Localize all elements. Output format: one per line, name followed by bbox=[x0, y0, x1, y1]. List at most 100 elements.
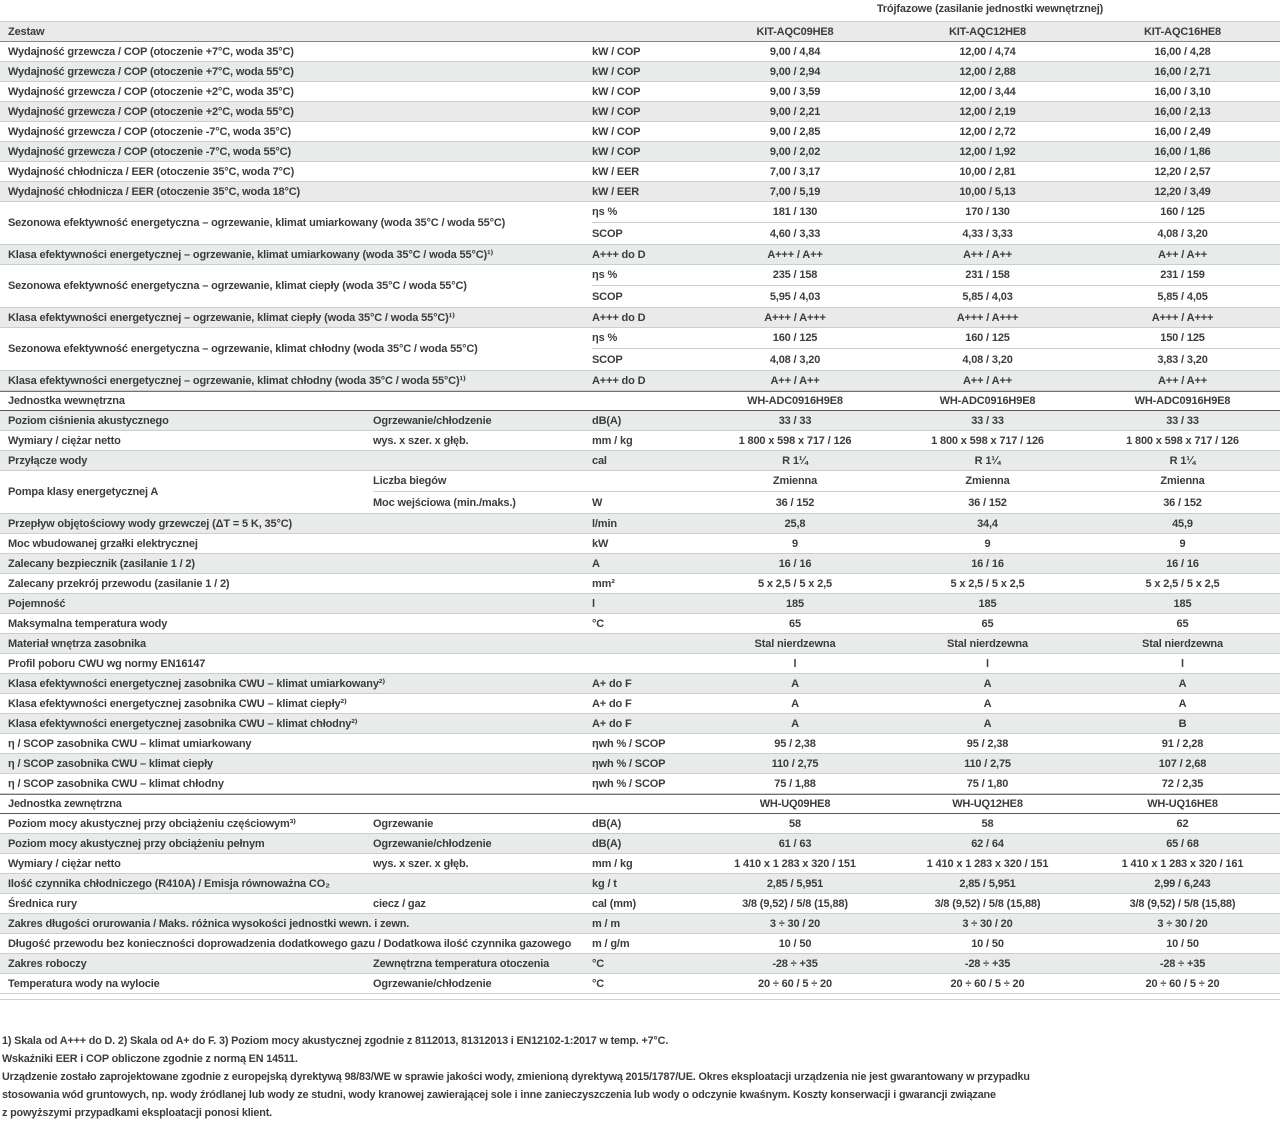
row-sublabel bbox=[373, 654, 592, 673]
spec-row: Poziom ciśnienia akustycznego Ogrzewanie/… bbox=[0, 411, 1280, 431]
row-label: Klasa efektywności energetycznej – ogrze… bbox=[8, 375, 466, 387]
row-sublabel bbox=[373, 874, 592, 893]
subrow-value: Zmienna bbox=[1160, 475, 1205, 487]
row-value: 3 ÷ 30 / 20 bbox=[769, 917, 821, 930]
row-unit: dB(A) bbox=[592, 817, 622, 830]
spec-group-row: Sezonowa efektywność energetyczna – ogrz… bbox=[0, 202, 1280, 245]
row-label: Klasa efektywności energetycznej – ogrze… bbox=[8, 312, 455, 324]
group-subrows: ηs % 235 / 158 231 / 158 231 / 159 SCOP 5,95 … bbox=[592, 265, 1280, 307]
subrow-value: 4,08 / 3,20 bbox=[1157, 227, 1208, 240]
section-row: Jednostka wewnętrzna WH-ADC0916H9E8 WH-ADC… bbox=[0, 391, 1280, 411]
row-value: A++ / A++ bbox=[963, 374, 1012, 387]
row-value: 2,85 / 5,951 bbox=[959, 877, 1016, 890]
row-value: 5 x 2,5 / 5 x 2,5 bbox=[950, 577, 1025, 590]
row-unit: °C bbox=[592, 977, 605, 990]
row-label: Ilość czynnika chłodniczego (R410A) / Em… bbox=[8, 877, 330, 890]
subrow-sublabel: Liczba biegów bbox=[373, 475, 447, 487]
row-value: A bbox=[791, 677, 799, 690]
spec-row: Wydajność chłodnicza / EER (otoczenie 35… bbox=[0, 182, 1280, 202]
spec-row: Zakres długości orurowania / Maks. różni… bbox=[0, 914, 1280, 934]
row-sublabel bbox=[373, 734, 592, 753]
row-value: A++ / A++ bbox=[1158, 374, 1207, 387]
row-value: 95 / 2,38 bbox=[966, 737, 1009, 750]
row-value: A bbox=[791, 717, 799, 730]
row-value: 1 410 x 1 283 x 320 / 151 bbox=[926, 857, 1049, 870]
row-unit: kW / COP bbox=[592, 125, 641, 138]
row-sublabel bbox=[373, 534, 592, 553]
footnote-line: z powyższymi przypadkami eksploatacji po… bbox=[2, 1107, 272, 1119]
row-value: l bbox=[1181, 657, 1184, 670]
row-value: 12,20 / 3,49 bbox=[1154, 185, 1211, 198]
subrow-value: 36 / 152 bbox=[968, 496, 1007, 509]
subrow-unit: SCOP bbox=[592, 290, 623, 303]
row-unit: mm² bbox=[592, 577, 615, 590]
row-value: 25,8 bbox=[784, 517, 806, 530]
row-unit: A+ do F bbox=[592, 697, 632, 710]
row-value: 1 800 x 598 x 717 / 126 bbox=[1126, 434, 1239, 447]
row-value: 185 bbox=[978, 597, 997, 610]
row-unit: A+++ do D bbox=[592, 311, 646, 324]
row-value: 12,20 / 2,57 bbox=[1154, 165, 1211, 178]
row-value: 3/8 (9,52) / 5/8 (15,88) bbox=[742, 897, 848, 910]
row-label: Wydajność chłodnicza / EER (otoczenie 35… bbox=[8, 165, 295, 178]
spec-row: Klasa efektywności energetycznej zasobni… bbox=[0, 674, 1280, 694]
row-sublabel bbox=[373, 594, 592, 613]
group-label: Pompa klasy energetycznej A bbox=[8, 486, 159, 498]
footnote-line: Urządzenie zostało zaprojektowane zgodni… bbox=[2, 1071, 1030, 1083]
row-unit: kg / t bbox=[592, 877, 617, 890]
section-value: WH-UQ09HE8 bbox=[759, 798, 831, 810]
row-value: -28 ÷ +35 bbox=[1159, 957, 1206, 970]
row-label: Pojemność bbox=[8, 597, 66, 610]
row-value: 110 / 2,75 bbox=[771, 757, 819, 770]
row-sublabel: wys. x szer. x głęb. bbox=[373, 434, 469, 447]
group-label: Sezonowa efektywność energetyczna – ogrz… bbox=[8, 217, 506, 229]
group-label: Sezonowa efektywność energetyczna – ogrz… bbox=[8, 280, 467, 292]
row-value: 65 / 68 bbox=[1166, 837, 1199, 850]
table-body: Wydajność grzewcza / COP (otoczenie +7°C… bbox=[0, 42, 1280, 994]
subrow-value: 5,95 / 4,03 bbox=[769, 290, 821, 303]
header-model-3: KIT-AQC16HE8 bbox=[1143, 25, 1222, 38]
row-value: A bbox=[791, 697, 799, 710]
spec-row: Klasa efektywności energetycznej zasobni… bbox=[0, 714, 1280, 734]
spec-row: Wydajność grzewcza / COP (otoczenie +7°C… bbox=[0, 42, 1280, 62]
subrow-unit bbox=[592, 471, 700, 491]
spec-row: Zalecany bezpiecznik (zasilanie 1 / 2) A 1… bbox=[0, 554, 1280, 574]
table-end-line bbox=[0, 994, 1280, 1000]
row-unit: A+ do F bbox=[592, 677, 632, 690]
row-sublabel bbox=[373, 308, 592, 327]
spec-row: Zakres roboczy Zewnętrzna temperatura oto… bbox=[0, 954, 1280, 974]
group-label: Sezonowa efektywność energetyczna – ogrz… bbox=[8, 343, 478, 355]
row-value: 3/8 (9,52) / 5/8 (15,88) bbox=[1129, 897, 1236, 910]
row-unit: dB(A) bbox=[592, 837, 622, 850]
row-value: 9,00 / 3,59 bbox=[769, 85, 821, 98]
row-sublabel bbox=[373, 634, 592, 653]
spec-group-row: Pompa klasy energetycznej A Liczba biegów… bbox=[0, 471, 1280, 514]
row-label: Zalecany bezpiecznik (zasilanie 1 / 2) bbox=[8, 557, 195, 570]
row-unit bbox=[592, 654, 700, 673]
row-label: Zakres roboczy bbox=[8, 957, 87, 970]
row-value: l bbox=[986, 657, 989, 670]
row-value: 16,00 / 2,49 bbox=[1154, 125, 1211, 138]
group-subrow: SCOP 4,60 / 3,33 4,33 / 3,33 4,08 / 3,20 bbox=[592, 223, 1280, 244]
spec-row: η / SCOP zasobnika CWU – klimat umiarkow… bbox=[0, 734, 1280, 754]
row-value: A+++ / A++ bbox=[767, 248, 823, 261]
row-value: 20 ÷ 60 / 5 ÷ 20 bbox=[758, 977, 832, 990]
row-value: R 1¼ bbox=[782, 454, 808, 467]
subrow-value: 4,08 / 3,20 bbox=[769, 353, 821, 366]
row-sublabel bbox=[373, 514, 592, 533]
row-sublabel: Ogrzewanie/chłodzenie bbox=[373, 414, 492, 427]
group-subrow: Liczba biegów Zmienna Zmienna Zmienna bbox=[373, 471, 1280, 492]
row-sublabel bbox=[373, 934, 592, 953]
row-value: 95 / 2,38 bbox=[774, 737, 816, 750]
section-value: WH-ADC0916H9E8 bbox=[1134, 395, 1231, 407]
row-sublabel: Ogrzewanie/chłodzenie bbox=[373, 977, 492, 990]
row-label: Poziom mocy akustycznej przy obciążeniu … bbox=[8, 818, 296, 830]
spec-row: Wydajność grzewcza / COP (otoczenie -7°C… bbox=[0, 142, 1280, 162]
row-unit bbox=[592, 634, 700, 653]
row-value: A bbox=[983, 717, 992, 730]
row-value: 16,00 / 2,71 bbox=[1154, 65, 1211, 78]
row-unit: ηwh % / SCOP bbox=[592, 757, 666, 770]
row-unit: A+++ do D bbox=[592, 374, 646, 387]
spec-table: Zestaw KIT-AQC09HE8 KIT-AQC12HE8 KIT-AQC… bbox=[0, 21, 1280, 994]
row-value: 10 / 50 bbox=[778, 937, 812, 950]
